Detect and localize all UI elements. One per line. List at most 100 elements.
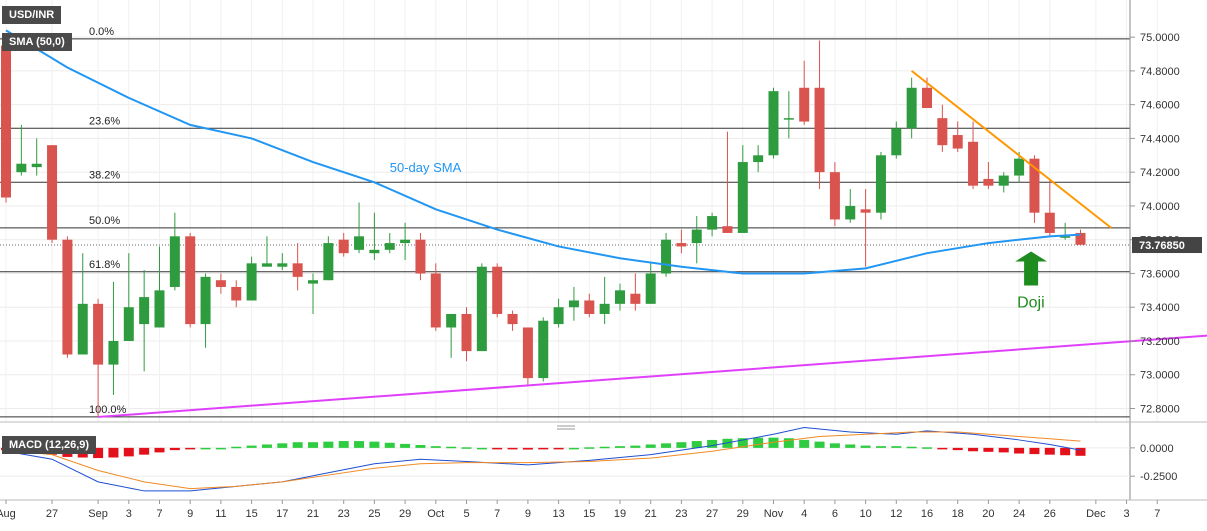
x-tick-label: 27 xyxy=(706,508,718,520)
candle-body xyxy=(31,163,42,168)
doji-arrow-icon xyxy=(1015,251,1048,286)
x-tick-label: 4 xyxy=(801,508,807,520)
macd-histogram-bar xyxy=(860,445,871,448)
x-tick-label: 5 xyxy=(463,508,469,520)
candle-body xyxy=(538,320,549,379)
x-tick-label: 26 xyxy=(1044,508,1056,520)
macd-tick-label: -0.2500 xyxy=(1140,471,1177,483)
macd-histogram-bar xyxy=(108,447,119,458)
macd-histogram-bar xyxy=(277,443,288,448)
x-tick-label: 15 xyxy=(245,508,257,520)
candle-body xyxy=(77,303,88,355)
macd-histogram-bar xyxy=(154,447,165,453)
macd-histogram-bar xyxy=(369,441,380,448)
x-tick-label: Nov xyxy=(764,508,784,520)
candle-body xyxy=(93,303,104,365)
macd-histogram-bar xyxy=(768,437,779,448)
x-tick-label: 25 xyxy=(368,508,380,520)
price-tick-label: 74.2000 xyxy=(1140,167,1180,179)
macd-histogram-bar xyxy=(446,446,457,449)
x-tick-label: 7 xyxy=(1154,508,1160,520)
candle-body xyxy=(446,313,457,328)
macd-histogram-bar xyxy=(1029,447,1040,455)
resistance-trendline xyxy=(911,70,1112,229)
candle-body xyxy=(231,286,242,301)
candle-body xyxy=(968,141,979,186)
candle-body xyxy=(568,300,579,308)
candle-body xyxy=(860,209,871,213)
macd-histogram-bar xyxy=(323,441,334,448)
macd-histogram-bar xyxy=(522,447,533,450)
x-tick-label: Sep xyxy=(88,508,108,520)
candle-body xyxy=(522,327,533,379)
macd-histogram-bar xyxy=(400,443,411,448)
sma-annotation: 50-day SMA xyxy=(390,160,462,175)
candle-body xyxy=(461,313,472,352)
candle-body xyxy=(737,162,748,233)
price-grid xyxy=(0,0,1158,422)
candle-body xyxy=(722,226,733,233)
macd-histogram-bar xyxy=(645,444,656,448)
x-tick-label: 16 xyxy=(921,508,933,520)
macd-histogram-bar xyxy=(139,447,150,455)
x-tick-label: 20 xyxy=(982,508,994,520)
macd-line xyxy=(5,426,1081,492)
macd-histogram-bar xyxy=(1075,447,1086,456)
x-tick-label: 19 xyxy=(614,508,626,520)
candle-body xyxy=(476,266,487,352)
candle-body xyxy=(661,239,672,274)
macd-histogram-bar xyxy=(200,447,211,450)
fibonacci-level-label: 50.0% xyxy=(89,215,120,227)
macd-histogram-bar xyxy=(123,447,134,457)
macd-histogram-bar xyxy=(1014,447,1025,454)
price-tick-label: 75.0000 xyxy=(1140,32,1180,44)
date-axis: Aug 27 Sep 3 7 9 11 15 17 21 23 25 29 Oct 5 7 9 13 15 19 21 2… xyxy=(0,499,1207,520)
macd-histogram-bar xyxy=(891,446,902,448)
x-tick-label: 11 xyxy=(215,508,226,520)
macd-histogram-bar xyxy=(246,445,257,448)
price-tick-label: 73.0000 xyxy=(1140,370,1180,382)
candle-body xyxy=(354,236,365,250)
macd-histogram-bar xyxy=(845,444,856,448)
macd-histogram-bar xyxy=(538,447,549,450)
x-tick-label: 9 xyxy=(525,508,531,520)
macd-histogram-bar xyxy=(568,447,579,450)
last-price-tag xyxy=(1132,237,1202,254)
candle-body xyxy=(906,87,917,129)
macd-histogram-bar xyxy=(998,447,1009,453)
macd-histogram-bar xyxy=(476,447,487,450)
macd-histogram-bar xyxy=(1044,447,1055,455)
price-tick-label: 74.6000 xyxy=(1140,100,1180,112)
candle-body xyxy=(630,293,641,304)
macd-histogram-bar xyxy=(384,442,395,448)
price-tick-label: 74.4000 xyxy=(1140,133,1180,145)
candle-body xyxy=(323,243,334,281)
price-tick-label: 74.8000 xyxy=(1140,66,1180,78)
candle-body xyxy=(277,263,288,267)
candle-body xyxy=(753,155,764,163)
macd-indicator-badge: MACD (12,26,9) xyxy=(2,436,97,454)
price-tick-label: 72.8000 xyxy=(1140,403,1180,415)
x-tick-label: 24 xyxy=(1013,508,1025,520)
macd-histogram-bar xyxy=(599,446,610,449)
candle-body xyxy=(1075,232,1086,245)
fibonacci-level-label: 61.8% xyxy=(89,259,120,271)
macd-histogram-bar xyxy=(430,446,441,448)
candle-body xyxy=(768,91,779,156)
candle-body xyxy=(691,229,702,244)
candle-body xyxy=(154,290,165,328)
candle-body xyxy=(829,172,840,220)
macd-histogram-bar xyxy=(691,441,702,448)
candle-body xyxy=(261,263,272,267)
macd-histogram-bar xyxy=(354,441,365,448)
x-tick-label: 21 xyxy=(645,508,657,520)
candle-body xyxy=(814,87,825,173)
price-tick-label: 74.0000 xyxy=(1140,201,1180,213)
macd-histogram-bar xyxy=(1060,447,1071,456)
candle-body xyxy=(707,216,718,230)
candle-body xyxy=(998,175,1009,186)
x-tick-label: 15 xyxy=(583,508,595,520)
candle-body xyxy=(169,236,180,287)
macd-histogram-bar xyxy=(415,445,426,448)
